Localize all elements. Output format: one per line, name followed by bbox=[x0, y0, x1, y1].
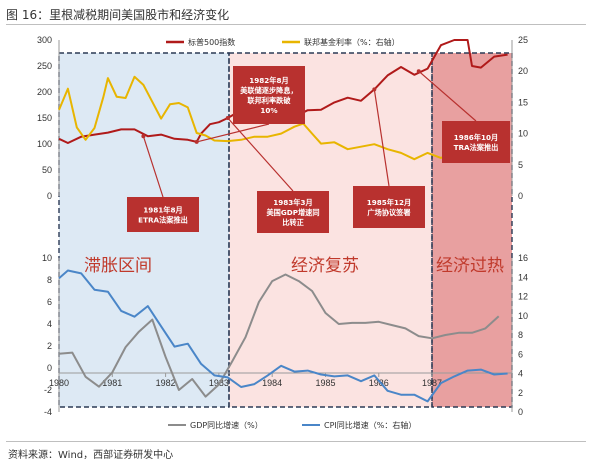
annotation-point bbox=[416, 69, 421, 74]
bottom-left-axis-tick-label: -4 bbox=[44, 407, 52, 417]
legend-label-sp500: 标普500指数 bbox=[188, 37, 235, 47]
phase-labels: 滞胀区间 经济复苏 经济过热 bbox=[84, 256, 504, 276]
top-right-axis-tick-label: 25 bbox=[518, 35, 528, 45]
annotation-text: 1985年12月 bbox=[367, 198, 411, 207]
bottom-left-axis-tick-label: -2 bbox=[44, 385, 52, 395]
top-legend: 标普500指数 联邦基金利率（%：右轴） bbox=[166, 37, 400, 47]
annotation-text: 美国GDP增速同 bbox=[265, 208, 319, 217]
top-right-axis-tick-label: 15 bbox=[518, 97, 528, 107]
annotation-leader bbox=[196, 123, 270, 143]
annotation-text: 1986年10月 bbox=[454, 133, 498, 142]
x-tick-label: 1986 bbox=[369, 378, 389, 388]
top-left-axis-tick-label: 100 bbox=[37, 139, 52, 149]
annotation-text: 1982年8月 bbox=[249, 76, 288, 85]
annotation-text: ETRA法案推出 bbox=[138, 216, 188, 225]
bottom-left-axis-tick-label: 8 bbox=[47, 275, 52, 285]
bottom-right-axis-tick-label: 2 bbox=[518, 388, 523, 398]
legend-label-cpi: CPI同比增速（%：右轴） bbox=[324, 420, 416, 430]
fedfunds-line bbox=[58, 75, 508, 161]
x-tick-label: 1984 bbox=[262, 378, 282, 388]
cpi-line bbox=[58, 269, 508, 403]
annotation-leader bbox=[418, 70, 477, 122]
top-left-axis-tick-label: 300 bbox=[37, 35, 52, 45]
annotation-box bbox=[127, 197, 199, 232]
bottom-right-axis-tick-label: 8 bbox=[518, 330, 523, 340]
annotation-box bbox=[233, 66, 305, 124]
annotation-text: TRA法案推出 bbox=[454, 143, 499, 152]
bottom-right-axis-tick-label: 6 bbox=[518, 349, 523, 359]
legend-label-gdp: GDP同比增速（%） bbox=[190, 420, 263, 430]
top-left-axis-tick-label: 150 bbox=[37, 113, 52, 123]
annotation-text: 10% bbox=[260, 106, 277, 115]
axis-ticks: 30025020015010050025201510501086420-2-41… bbox=[37, 35, 528, 417]
annotation-text: 美联储逐步降息， bbox=[239, 86, 298, 95]
annotation-leader bbox=[142, 136, 164, 198]
annotation-text: 1983年3月 bbox=[273, 198, 312, 207]
top-left-axis-tick-label: 200 bbox=[37, 87, 52, 97]
top-right-axis-tick-label: 10 bbox=[518, 129, 528, 139]
bottom-right-axis-tick-label: 10 bbox=[518, 311, 528, 321]
zone-borders bbox=[58, 52, 513, 408]
top-left-axis-tick-label: 0 bbox=[47, 191, 52, 201]
annotation-point bbox=[372, 87, 377, 92]
annotation-text: 比转正 bbox=[282, 218, 304, 227]
zone-border-overheat bbox=[431, 52, 513, 408]
annotation-text: 联邦利率跌破 bbox=[247, 96, 291, 105]
top-left-axis-tick-label: 50 bbox=[42, 165, 52, 175]
bottom-right-axis-tick-label: 4 bbox=[518, 369, 523, 379]
bottom-right-axis-tick-label: 0 bbox=[518, 407, 523, 417]
axis-frames bbox=[58, 40, 513, 412]
zone-overheat bbox=[432, 53, 512, 407]
bottom-left-axis-tick-label: 0 bbox=[47, 363, 52, 373]
gdp-line bbox=[58, 273, 500, 398]
x-tick-label: 1980 bbox=[49, 378, 69, 388]
top-left-axis-tick-label: 250 bbox=[37, 61, 52, 71]
annotation-point bbox=[141, 134, 146, 139]
top-right-axis-tick-label: 20 bbox=[518, 66, 528, 76]
annotation-text: 广场协议签署 bbox=[367, 208, 410, 217]
annotation-point bbox=[225, 116, 230, 120]
phase-label: 经济过热 bbox=[436, 256, 504, 276]
figure-title: 图 16：里根减税期间美国股市和经济变化 bbox=[6, 8, 230, 22]
bottom-left-axis-tick-label: 2 bbox=[47, 341, 52, 351]
source-divider bbox=[6, 441, 586, 442]
top-right-axis-tick-label: 0 bbox=[518, 191, 523, 201]
phase-label: 经济复苏 bbox=[291, 256, 359, 276]
top-right-axis-tick-label: 5 bbox=[518, 160, 523, 170]
bottom-left-axis-tick-label: 4 bbox=[47, 319, 52, 329]
x-tick-label: 1985 bbox=[315, 378, 335, 388]
bottom-right-axis-tick-label: 16 bbox=[518, 253, 528, 263]
annotation-text: 1981年8月 bbox=[143, 206, 182, 215]
x-tick-label: 1981 bbox=[102, 378, 122, 388]
phase-label: 滞胀区间 bbox=[84, 256, 152, 276]
annotation-box bbox=[442, 121, 510, 163]
bottom-left-axis-tick-label: 6 bbox=[47, 297, 52, 307]
annotation-box bbox=[257, 191, 329, 233]
title-divider bbox=[6, 24, 586, 25]
bottom-right-axis-tick-label: 14 bbox=[518, 272, 528, 282]
annotations: 1981年8月ETRA法案推出1982年8月美联储逐步降息，联邦利率跌破10%1… bbox=[127, 66, 510, 233]
annotation-box bbox=[353, 186, 425, 228]
legend-label-fedfunds: 联邦基金利率（%：右轴） bbox=[304, 37, 400, 47]
x-tick-label: 1982 bbox=[156, 378, 176, 388]
annotation-leader bbox=[227, 117, 294, 192]
source-note: 资料来源：Wind，西部证券研发中心 bbox=[8, 450, 174, 461]
x-tick-label: 1987 bbox=[422, 378, 442, 388]
annotation-point bbox=[194, 139, 199, 144]
bottom-left-axis-tick-label: 10 bbox=[42, 253, 52, 263]
annotation-leader bbox=[373, 89, 390, 187]
bottom-right-axis-tick-label: 12 bbox=[518, 292, 528, 302]
bottom-legend: GDP同比增速（%） CPI同比增速（%：右轴） bbox=[168, 420, 416, 430]
